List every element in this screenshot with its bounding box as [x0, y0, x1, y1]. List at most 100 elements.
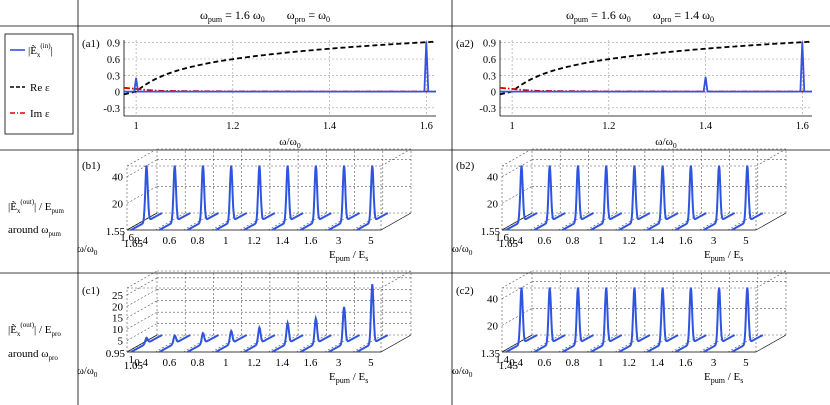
w-tick-label: 1.05: [124, 360, 144, 372]
z-gridline-side: [501, 308, 533, 326]
spectrum-curve: [561, 287, 594, 353]
spectrum-curve: [243, 165, 276, 231]
floor-gridline: [239, 334, 271, 353]
z-tick-label: 5: [118, 336, 124, 348]
e-tick-label: 0.6: [537, 235, 551, 247]
floor-gridline: [324, 334, 355, 353]
x-tick-label: 1: [133, 121, 138, 132]
spectrum-curve: [561, 165, 594, 231]
spectrum-curve: [299, 165, 332, 231]
spectrum-curve: [731, 287, 764, 353]
z-tick-label: 40: [487, 294, 499, 306]
spectrum-curve: [703, 165, 736, 231]
floor-gridline: [267, 212, 299, 231]
spectrum-curve: [299, 314, 332, 353]
w-tick-label: 1: [129, 354, 135, 366]
spectrum-curve: [271, 319, 304, 353]
panel-label-b1: (b1): [82, 160, 101, 172]
floor-gridline: [586, 212, 617, 231]
x-tick-label: 1.4: [699, 121, 713, 132]
e-tick-label: 1.2: [622, 235, 636, 247]
floor-gridline: [501, 334, 533, 353]
x-axis-label: ω/ω0: [655, 136, 677, 150]
x-tick-label: 1.2: [226, 121, 239, 132]
floor-gridline: [183, 334, 214, 353]
floor-gridline: [296, 334, 327, 353]
e-tick-label: 5: [368, 357, 374, 369]
e-tick-label: 0.4: [509, 357, 523, 369]
e-tick-label: 1.4: [275, 235, 289, 247]
e-tick-label: 1: [223, 235, 229, 247]
x-tick-label: 1.6: [796, 121, 809, 132]
e-tick-label: 0.4: [134, 235, 148, 247]
x-tick-label: 1.2: [602, 121, 615, 132]
spectrum-curve: [215, 328, 248, 353]
floor-right-edge: [380, 334, 412, 353]
spectrum-curve: [533, 287, 566, 353]
z-gridline-side: [501, 186, 533, 204]
e-tick-label: 0.8: [191, 357, 205, 369]
floor-gridline: [530, 334, 561, 353]
w-axis-label: ω/ω0: [77, 244, 98, 257]
w-tick-label: 1.6: [120, 232, 134, 244]
floor-gridline: [239, 212, 271, 231]
legend-label-re: Re ε: [30, 82, 50, 94]
y-tick-label: 0.9: [107, 39, 120, 50]
w-tick-label: 1.65: [499, 238, 519, 250]
floor-gridline: [699, 212, 730, 231]
e-tick-label: 5: [368, 235, 374, 247]
spectrum-curve: [646, 165, 679, 231]
e-tick-label: 0.6: [162, 235, 176, 247]
y-tick-label: 0.3: [107, 71, 120, 82]
x-tick-label: 1.6: [420, 121, 433, 132]
e-tick-label: 3: [711, 235, 717, 247]
panel-label-a1: (a1): [82, 38, 100, 50]
row-label-c-line2: around ωpro: [8, 348, 58, 362]
floor-gridline: [324, 212, 355, 231]
spectrum-curve: [243, 324, 276, 353]
w-tick-label: 1.35: [481, 348, 501, 360]
spectrum-curve: [505, 287, 538, 353]
spectrum-curve: [186, 331, 219, 353]
floor-gridline: [558, 212, 589, 231]
y-tick-label: 0.6: [107, 55, 120, 66]
e-tick-label: 3: [336, 357, 342, 369]
series-line-solid: [124, 41, 436, 93]
box-edge-top: [126, 270, 158, 289]
e-axis-label: Epum / Es: [704, 371, 743, 385]
w-tick-label: 1.65: [124, 238, 144, 250]
box-edge-top: [501, 148, 533, 167]
z-tick-label: 20: [487, 320, 499, 332]
e-tick-label: 0.6: [537, 357, 551, 369]
series-line-dashed: [123, 40, 437, 96]
x-tick-label: 1: [509, 121, 514, 132]
floor-gridline: [155, 212, 186, 231]
spectrum-curve: [158, 333, 191, 353]
box-edge-top: [755, 270, 787, 289]
floor-gridline: [352, 334, 383, 353]
spectrum-curve: [533, 165, 566, 231]
spectrum-curve: [328, 165, 361, 231]
e-tick-label: 1: [223, 357, 229, 369]
z-tick-label: 25: [112, 290, 124, 302]
y-tick-label: -0.3: [103, 104, 120, 115]
panel-label-b2: (b2): [456, 160, 475, 172]
spectrum-curve: [731, 165, 764, 231]
panel-label-c2: (c2): [456, 285, 474, 297]
floor-gridline: [614, 212, 646, 231]
e-tick-label: 0.4: [134, 357, 148, 369]
floor-gridline: [155, 334, 186, 353]
spectrum-curve: [356, 283, 389, 353]
floor-gridline: [296, 212, 327, 231]
w-axis-label: ω/ω0: [77, 366, 98, 379]
e-tick-label: 1.2: [247, 235, 261, 247]
spectrum-curve: [646, 287, 679, 353]
e-tick-label: 1.6: [304, 235, 318, 247]
box-edge-top: [380, 270, 412, 289]
e-tick-label: 0.4: [509, 235, 523, 247]
floor-gridline: [126, 212, 158, 231]
spectrum-curve: [356, 165, 389, 231]
header-right: ωpum = 1.6 ω0 ωpro = 1.4 ω0: [566, 8, 714, 24]
floor-gridline: [699, 334, 730, 353]
